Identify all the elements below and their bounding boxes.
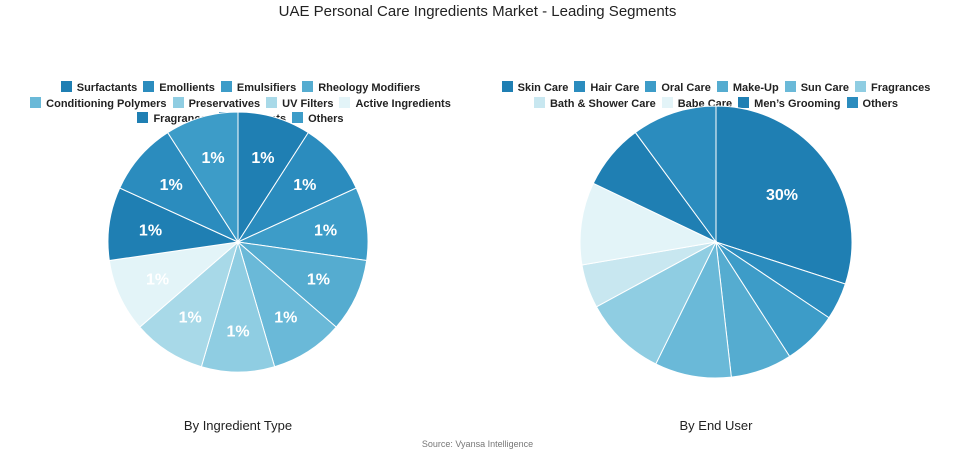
legend-item-make-up: Make-Up [716, 81, 779, 96]
legend-item-emollients: Emollients [143, 81, 215, 96]
legend-swatch [143, 81, 155, 92]
legend-label: Make-Up [732, 82, 779, 94]
data-label-fragrances: 1% [139, 222, 162, 239]
legend-label: Rheology Modifiers [318, 82, 421, 94]
legend-label: Hair Care [590, 82, 640, 94]
legend-swatch [574, 81, 586, 92]
data-label-conditioning-polymers: 1% [274, 309, 297, 326]
end-user-pie: 30% [579, 105, 853, 379]
data-label-active-ingredients: 1% [146, 272, 169, 289]
chart-title: UAE Personal Care Ingredients Market - L… [278, 3, 677, 20]
end-user-caption: By End User [679, 418, 753, 433]
ingredient-type-caption: By Ingredient Type [183, 418, 293, 433]
legend-label: Active Ingredients [355, 97, 451, 110]
legend-item-skin-care: Skin Care [501, 81, 569, 96]
legend-item-oral-care: Oral Care [645, 81, 711, 96]
legend-label: Preservatives [188, 97, 261, 110]
legend-item-surfactants: Surfactants [60, 81, 138, 96]
pie-slice-fragrances [595, 240, 718, 365]
source-note: Source: Vyansa Intelligence [421, 439, 534, 449]
legend-swatch [784, 81, 796, 92]
legend-item-conditioning-polymers: Conditioning Polymers [30, 96, 167, 112]
legend-swatch [172, 96, 184, 108]
legend-swatch [137, 112, 149, 123]
pie-slice-sun-care [655, 240, 732, 379]
legend-swatch [220, 81, 232, 92]
legend-item-rheology-modifiers: Rheology Modifiers [302, 81, 420, 96]
data-label-uv-filters: 1% [179, 309, 202, 326]
data-label-others: 1% [202, 150, 225, 167]
legend-swatch [302, 81, 314, 92]
pie-slice-skin-care [715, 105, 853, 285]
legend-swatch [501, 81, 513, 92]
legend-item-uv-filters: UV Filters [266, 96, 334, 112]
legend-label: Men’s Grooming [754, 97, 841, 110]
legend-label: Others [862, 97, 898, 110]
pie-slice-babe-care [579, 182, 718, 266]
legend-item-preservatives: Preservatives [172, 96, 261, 112]
legend-swatch [30, 96, 42, 108]
legend-label: Emulsifiers [236, 82, 297, 94]
data-label-surfactants: 1% [251, 150, 274, 167]
legend-swatch [533, 96, 545, 108]
legend-label: Bath & Shower Care [549, 97, 656, 110]
legend-swatch [855, 81, 867, 92]
legend-label: Surfactants [76, 82, 138, 94]
data-label-skin-care: 30% [766, 187, 798, 204]
pie-slice-others [634, 105, 717, 244]
legend-item-emulsifiers: Emulsifiers [220, 81, 297, 96]
legend-label: Skin Care [517, 82, 569, 94]
legend-label: UV Filters [282, 97, 334, 110]
legend-item-fragrances: Fragrances [855, 81, 930, 96]
pie-slice-others [167, 111, 239, 244]
data-label-emollients: 1% [293, 177, 316, 194]
legend-swatch [266, 96, 278, 108]
legend-label: Emollients [159, 82, 215, 94]
legend-item-active-ingredients: Active Ingredients [339, 96, 451, 112]
legend-item-sun-care: Sun Care [784, 81, 850, 96]
legend-swatch [738, 96, 750, 108]
legend-item-bath-shower-care: Bath & Shower Care [533, 96, 656, 112]
data-label-colorants: 1% [160, 177, 183, 194]
data-label-rheology-modifiers: 1% [307, 272, 330, 289]
legend-label: Oral Care [661, 82, 711, 94]
legend-swatch [339, 96, 351, 108]
legend-label: Conditioning Polymers [46, 97, 167, 110]
legend-swatch [716, 81, 728, 92]
legend-label: Sun Care [800, 82, 850, 94]
legend-swatch [846, 96, 858, 108]
legend-swatch [60, 81, 72, 92]
legend-item-hair-care: Hair Care [574, 81, 639, 96]
data-label-preservatives: 1% [226, 323, 249, 340]
legend-item-others: Others [846, 96, 898, 112]
legend-swatch [661, 96, 673, 108]
legend-item-men-s-grooming: Men’s Grooming [738, 96, 841, 112]
ingredient-type-legend: Surfactants Emollients Emulsifiers Rheology… [18, 80, 463, 127]
legend-swatch [292, 112, 304, 123]
legend-swatch [645, 81, 657, 92]
legend-label: Fragrances [871, 82, 931, 94]
legend-item-others: Others [292, 112, 344, 127]
legend-label: Others [308, 113, 344, 125]
data-label-emulsifiers: 1% [314, 222, 337, 239]
ingredient-type-pie: 1% 1% 1% 1% 1% 1% 1% 1% 1% 1% 1% [107, 111, 369, 373]
